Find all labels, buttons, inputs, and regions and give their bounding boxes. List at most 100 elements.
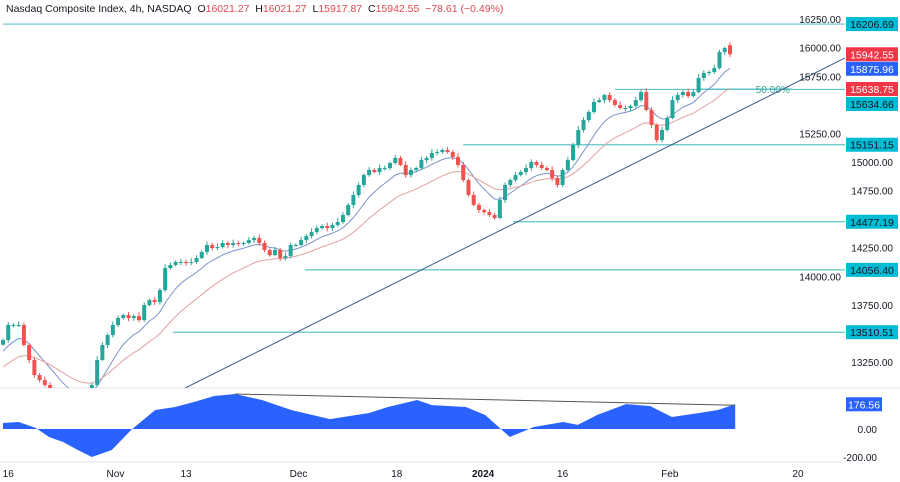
candle-body — [644, 92, 649, 110]
price-axis-tick: 16250.00 — [799, 15, 841, 26]
low-value: 15917.87 — [318, 3, 363, 15]
candle-body — [173, 262, 178, 265]
level-price-tag: 15634.66 — [850, 99, 894, 111]
oscillator-area — [3, 394, 736, 457]
time-axis-tick: Nov — [107, 469, 125, 480]
candle — [560, 168, 565, 188]
high-label: H — [255, 3, 263, 15]
candle-body — [42, 380, 47, 385]
candle — [178, 258, 183, 265]
candle-body — [184, 262, 189, 264]
candle-body — [680, 92, 685, 96]
candle-body — [497, 200, 502, 219]
candle — [110, 321, 115, 338]
candle — [293, 243, 298, 247]
candle — [403, 161, 408, 178]
candle — [335, 218, 340, 228]
candle-body — [612, 100, 617, 105]
candle-body — [591, 101, 596, 113]
candle — [11, 323, 16, 328]
candle-body — [257, 238, 262, 244]
candle — [220, 240, 225, 249]
level-price-tag: 13510.51 — [850, 327, 894, 339]
level-price-tag: 15151.15 — [850, 140, 894, 152]
candle-body — [482, 210, 487, 213]
candle — [398, 155, 403, 167]
moving-average-line — [2, 87, 731, 384]
candle — [252, 236, 257, 244]
candle — [74, 403, 78, 410]
candle-body — [508, 180, 513, 185]
candle — [283, 252, 288, 261]
candle — [591, 98, 596, 114]
candle-body — [142, 304, 147, 321]
candle-body — [330, 224, 335, 229]
candle — [85, 390, 89, 403]
candle — [173, 260, 178, 267]
candle — [628, 104, 633, 111]
low-label: L — [312, 3, 319, 15]
candle-body — [168, 264, 173, 269]
candle-body — [215, 247, 220, 249]
candle-body — [487, 212, 492, 216]
oscillator-axis-tick: 0.00 — [858, 425, 878, 436]
chart-legend: Nasdaq Composite Index, 4h, NASDAQ O1602… — [6, 3, 503, 15]
candle — [445, 146, 450, 154]
candle — [435, 149, 440, 156]
candle-body — [576, 129, 581, 145]
candle-body — [163, 268, 168, 291]
candle — [450, 149, 455, 161]
candle — [529, 159, 534, 171]
candle-body — [403, 164, 408, 176]
candle — [680, 90, 685, 98]
candle-body — [618, 104, 623, 109]
candle — [581, 117, 586, 133]
candle-body — [398, 157, 403, 165]
candle — [340, 212, 345, 224]
candle-body — [654, 124, 659, 141]
candle-body — [361, 175, 366, 185]
candle — [408, 167, 413, 178]
time-axis-tick: 13 — [180, 469, 192, 480]
candle — [48, 382, 53, 388]
candle-body — [116, 318, 121, 325]
candle-body — [382, 168, 387, 170]
candle-body — [388, 163, 393, 169]
candle-body — [414, 168, 419, 171]
candle — [623, 105, 628, 112]
candle-body — [48, 384, 53, 388]
candle — [32, 356, 37, 378]
candle — [79, 398, 83, 408]
candle — [456, 153, 461, 168]
candle — [393, 154, 398, 165]
moving-average-line — [2, 67, 731, 388]
oscillator-value-tag-bg — [846, 397, 882, 412]
slow-ma-tag: 15638.75 — [850, 84, 894, 96]
candle — [152, 296, 157, 306]
candle-body — [372, 170, 377, 173]
candle-body — [225, 243, 230, 245]
candle-body — [1, 340, 5, 345]
open-value: 16021.27 — [205, 3, 250, 15]
candle-body — [675, 95, 680, 101]
time-axis-tick: 2024 — [472, 469, 495, 480]
level-price-tag-bg — [846, 325, 898, 340]
candle — [309, 228, 314, 239]
candle-body — [691, 92, 696, 97]
close-value: 15942.55 — [375, 3, 420, 15]
candle — [157, 287, 162, 305]
candle-body — [466, 180, 471, 196]
candle — [42, 376, 47, 387]
candle — [100, 342, 105, 362]
open-label: O — [197, 3, 206, 15]
price-axis-tick: 13250.00 — [851, 358, 893, 369]
candle — [189, 258, 194, 266]
candle — [727, 42, 732, 58]
candle-body — [252, 238, 257, 241]
candle — [633, 96, 638, 109]
candle — [487, 209, 492, 218]
candle-body — [236, 243, 241, 245]
change-value: −78.61 (−0.49%) — [425, 3, 504, 15]
time-axis-tick: 16 — [557, 469, 569, 480]
